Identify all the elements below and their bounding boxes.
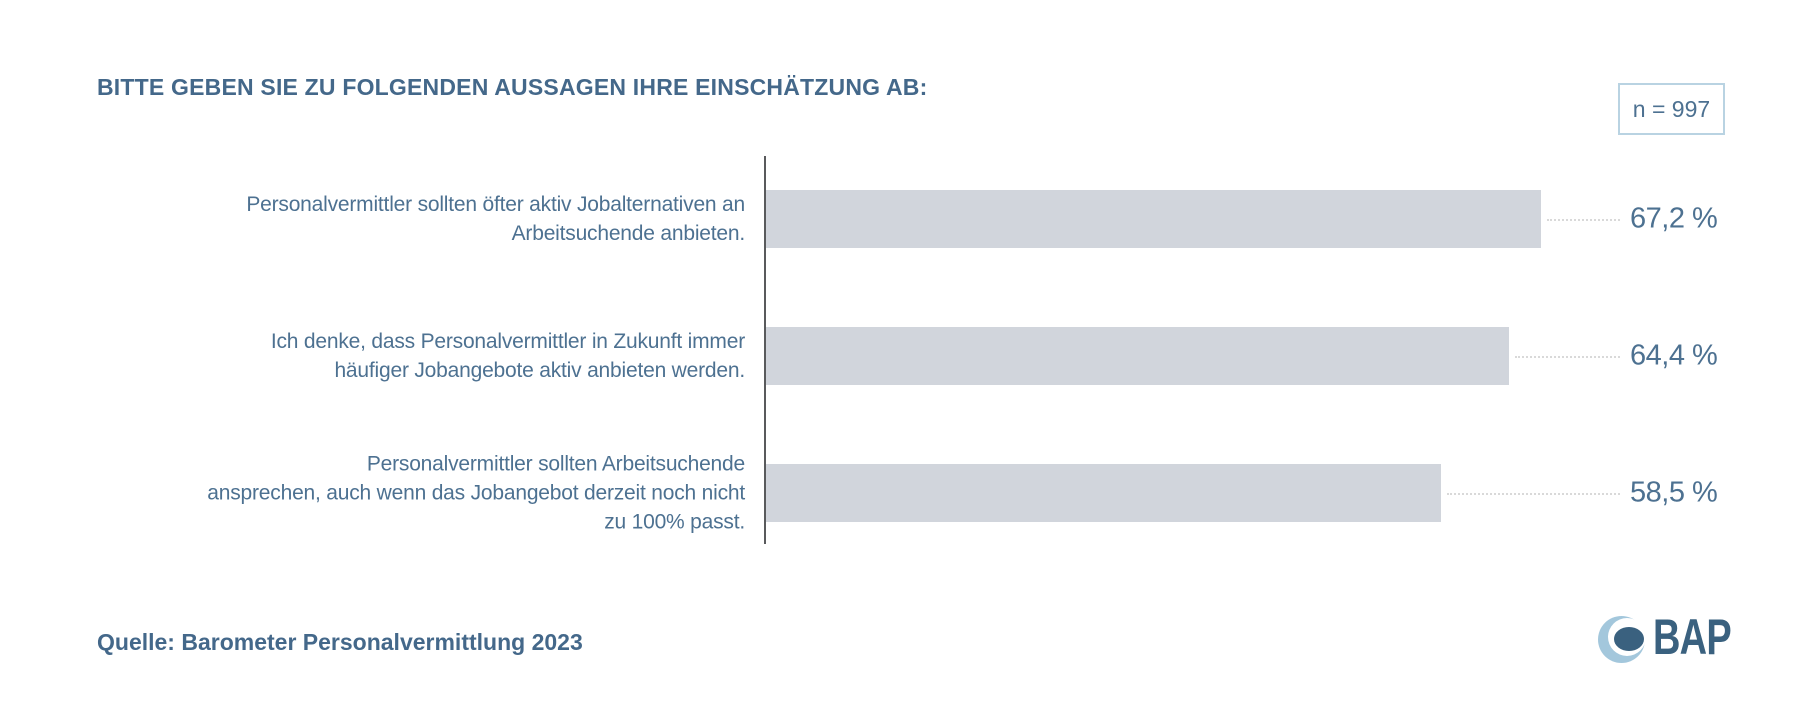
- bap-logo: BAP: [1598, 609, 1798, 674]
- source-note: Quelle: Barometer Personalvermittlung 20…: [97, 629, 583, 655]
- leader-dotted-line: [1446, 493, 1620, 495]
- bar-category-label: Personalvermittler sollten öfter aktiv J…: [246, 193, 745, 245]
- bar-category-label: Personalvermittler sollten Arbeitsuchend…: [207, 452, 745, 534]
- bar: [766, 190, 1541, 248]
- axis-line: [764, 156, 766, 544]
- sample-size-label: n = 997: [1632, 95, 1711, 122]
- chart-title: BITTE GEBEN SIE ZU FOLGENDEN AUSSAGEN IH…: [97, 74, 928, 100]
- leader-dotted-line: [1514, 356, 1620, 358]
- leader-dotted-line: [1547, 219, 1620, 221]
- bap-logo-text: BAP: [1653, 609, 1732, 665]
- bar-value-label: 64,4 %: [1630, 339, 1718, 372]
- sample-size-badge: n = 997: [1618, 83, 1725, 135]
- bar: [766, 327, 1509, 385]
- bar-category-label: Ich denke, dass Personalvermittler in Zu…: [270, 330, 745, 382]
- bar-value-label: 58,5 %: [1630, 476, 1718, 509]
- bap-logo-icon: [1598, 616, 1646, 663]
- logo-inner-ellipse: [1614, 627, 1644, 651]
- bar: [766, 464, 1441, 522]
- bar-value-label: 67,2 %: [1630, 202, 1718, 235]
